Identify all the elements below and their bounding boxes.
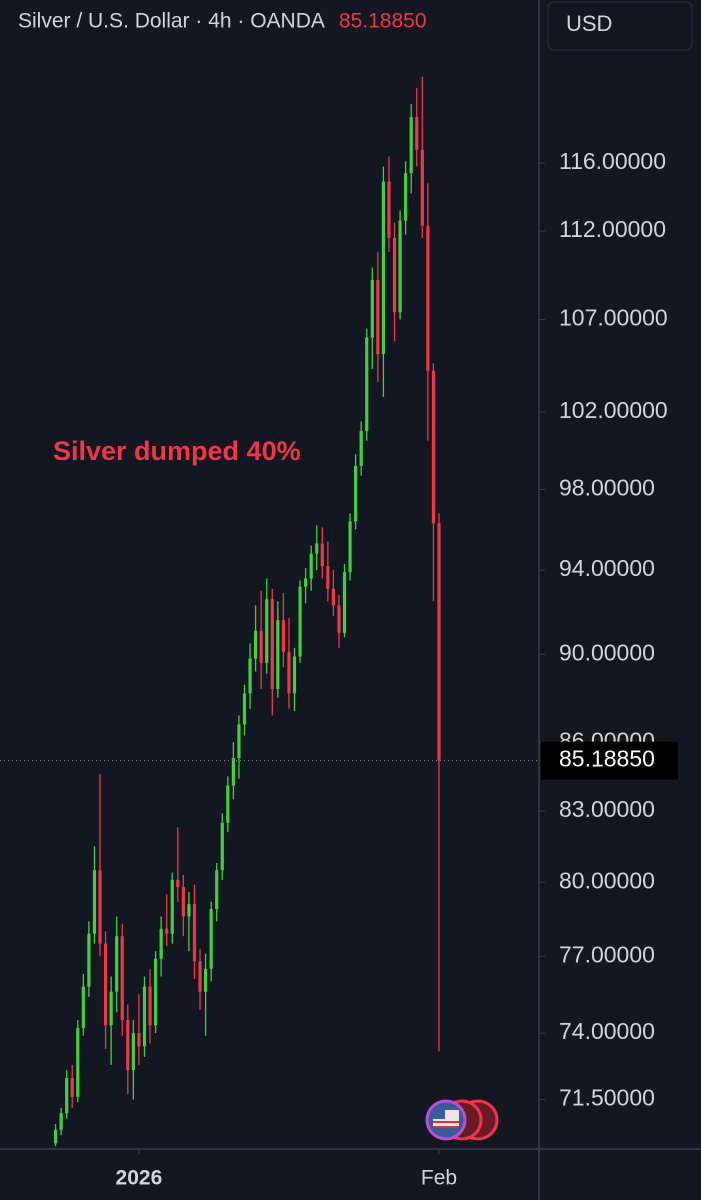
candle-body <box>387 181 391 238</box>
candle-body <box>76 1027 80 1097</box>
candle-body <box>231 758 235 786</box>
candle-body <box>337 605 341 633</box>
candle-body <box>431 370 436 524</box>
candle-body <box>215 870 219 910</box>
last-price-label: 85.18850 <box>559 746 655 772</box>
candle-body <box>331 588 336 606</box>
y-tick-label: 83.00000 <box>559 796 655 822</box>
candle-body <box>381 181 386 355</box>
candle-body <box>59 1113 63 1130</box>
candle-body <box>254 630 258 659</box>
candle-body <box>126 1020 130 1071</box>
y-tick-label: 116.00000 <box>559 148 666 174</box>
candle-body <box>265 599 269 663</box>
candle-body <box>426 225 430 371</box>
candle-body <box>404 173 408 221</box>
candle-body <box>226 785 230 823</box>
y-tick-label: 80.00000 <box>559 867 655 893</box>
candle-body <box>376 280 380 355</box>
y-tick-label: 90.00000 <box>559 639 655 665</box>
candle-body <box>115 936 119 992</box>
candle-body <box>242 693 247 725</box>
candle-body <box>354 465 358 522</box>
candle-body <box>137 1033 141 1047</box>
candle-body <box>98 870 102 944</box>
candle-body <box>320 543 324 567</box>
candle-body <box>203 968 208 992</box>
y-tick-label: 98.00000 <box>559 475 655 501</box>
plot-area <box>53 76 441 1147</box>
candle-body <box>187 904 191 917</box>
candle-body <box>53 1129 58 1144</box>
candle-body <box>359 431 363 466</box>
event-icons <box>425 1099 499 1141</box>
candle-body <box>342 572 347 633</box>
candle-body <box>103 943 108 1026</box>
candle-body <box>420 149 424 226</box>
title-price: 85.18850 <box>339 10 427 33</box>
candle-body <box>237 724 241 759</box>
candle-body <box>209 909 213 969</box>
candle-body <box>292 656 297 694</box>
candle-body <box>142 986 147 1047</box>
y-tick-label: 77.00000 <box>559 941 655 967</box>
y-tick-label: 102.00000 <box>559 397 668 423</box>
candle-body <box>398 220 402 313</box>
candle-body <box>437 523 441 761</box>
candle-body <box>281 620 285 653</box>
candle-body <box>392 237 397 313</box>
candle-body <box>120 936 124 1021</box>
x-tick-label: 2026 <box>116 1167 163 1190</box>
candle-body <box>365 337 369 432</box>
y-tick-label: 71.50000 <box>559 1085 655 1111</box>
candle-body <box>220 822 224 871</box>
candle-body <box>176 879 180 888</box>
candle-body <box>109 991 113 1026</box>
candle-body <box>131 1033 135 1071</box>
candle-body <box>326 566 330 589</box>
candle-body <box>270 599 274 690</box>
candle-body <box>348 521 352 573</box>
y-tick-label: 74.00000 <box>559 1018 655 1044</box>
candle-body <box>81 986 85 1028</box>
chart-title: Silver / U.S. Dollar · 4h · OANDA <box>18 10 325 33</box>
candle-body <box>409 116 413 174</box>
candle-body <box>192 904 197 962</box>
y-tick-label: 107.00000 <box>559 304 668 330</box>
candle-body <box>304 578 308 587</box>
candle-body <box>181 887 185 917</box>
candle-body <box>70 1078 74 1097</box>
candle-body <box>165 928 169 934</box>
candle-body <box>309 553 313 579</box>
y-tick-label: 94.00000 <box>559 555 655 581</box>
y-tick-label: 112.00000 <box>559 216 666 242</box>
candle-body <box>315 543 319 554</box>
candle-body <box>415 116 419 150</box>
candle-body <box>276 620 280 690</box>
currency-label[interactable]: USD <box>566 11 612 36</box>
candle-body <box>287 652 291 694</box>
annotation: Silver dumped 40% <box>53 436 301 466</box>
candle-body <box>153 958 158 1026</box>
candle-body <box>92 870 97 934</box>
candle-body <box>159 928 163 959</box>
candle-body <box>65 1078 69 1114</box>
last-price-box <box>541 741 678 780</box>
candle-body <box>248 658 252 694</box>
candle-body <box>370 280 374 338</box>
candle-body <box>298 586 302 657</box>
candle-body <box>170 879 174 934</box>
x-tick-label: Feb <box>421 1167 457 1190</box>
candle-body <box>87 933 91 987</box>
candle-body <box>148 986 152 1026</box>
currency-button[interactable] <box>547 1 693 51</box>
candle-body <box>198 961 202 992</box>
candle-body <box>259 630 263 663</box>
